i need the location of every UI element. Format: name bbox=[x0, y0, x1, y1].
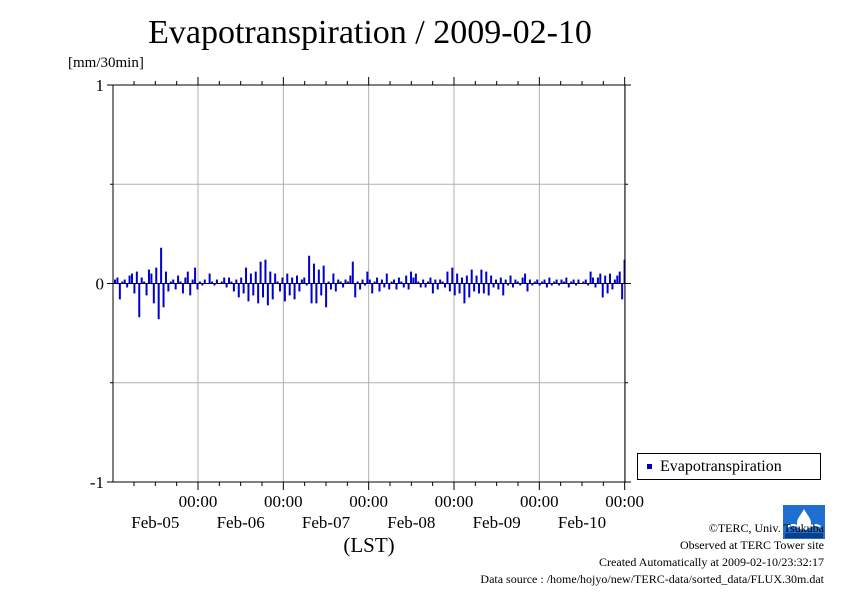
x-tick-date-label: Feb-06 bbox=[217, 513, 265, 532]
x-tick-time-label: 00:00 bbox=[435, 492, 474, 511]
x-tick-date-label: Feb-09 bbox=[473, 513, 521, 532]
x-tick-date-label: Feb-07 bbox=[302, 513, 351, 532]
legend-label: Evapotranspiration bbox=[660, 457, 782, 475]
footer-copyright: ©TERC, Univ. Tsukuba bbox=[708, 521, 824, 535]
x-tick-time-label: 00:00 bbox=[179, 492, 218, 511]
x-tick-date-label: Feb-08 bbox=[387, 513, 435, 532]
x-tick-date-label: Feb-10 bbox=[558, 513, 606, 532]
y-axis-unit-label: [mm/30min] bbox=[68, 55, 144, 71]
y-tick-label: -1 bbox=[90, 473, 104, 492]
terc-logo bbox=[783, 505, 825, 539]
x-tick-time-label: 00:00 bbox=[264, 492, 303, 511]
x-tick-time-label: 00:00 bbox=[605, 492, 644, 511]
x-tick-time-label: 00:00 bbox=[520, 492, 559, 511]
chart-title: Evapotranspiration / 2009-02-10 bbox=[148, 14, 592, 51]
y-tick-label: 1 bbox=[96, 76, 105, 95]
x-axis-label: (LST) bbox=[343, 533, 394, 557]
footer-created: Created Automatically at 2009-02-10/23:3… bbox=[599, 555, 824, 569]
x-tick-time-label: 00:00 bbox=[349, 492, 388, 511]
y-tick-label: 0 bbox=[96, 275, 105, 294]
footer-source: Data source : /home/hojyo/new/TERC-data/… bbox=[480, 572, 824, 586]
chart-legend: Evapotranspiration bbox=[637, 453, 821, 480]
x-tick-date-label: Feb-05 bbox=[131, 513, 179, 532]
legend-swatch bbox=[647, 464, 652, 469]
footer-observed: Observed at TERC Tower site bbox=[679, 538, 824, 552]
